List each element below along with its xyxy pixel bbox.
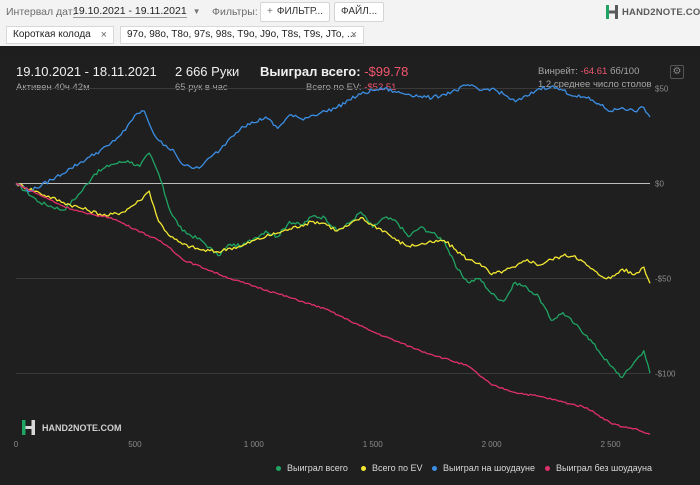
x-axis-ticks: 0 500 1 000 1 500 2 000 2 500 [14, 440, 621, 449]
winrate-value: -64.61 [580, 66, 608, 77]
date-range-value: 19.10.2021 - 19.11.2021 [73, 5, 187, 18]
date-range-label: Интервал дат: [6, 6, 76, 18]
y-tick-label: $50 [655, 85, 669, 94]
y-tick-label: $0 [655, 180, 664, 189]
x-tick-label: 500 [128, 440, 142, 449]
results-panel: 19.10.2021 - 18.11.2021 Активен 40ч 42м … [0, 55, 700, 485]
tab-short-deck[interactable]: Короткая колода × [6, 26, 114, 44]
file-button-label: ФАЙЛ... [341, 6, 378, 17]
series-line-1 [15, 152, 651, 378]
filter-button[interactable]: + ФИЛЬТР... [260, 2, 330, 22]
x-tick-label: 2 500 [601, 440, 622, 449]
toolbar: Интервал дат: 19.10.2021 - 19.11.2021 ▼ Ф… [0, 0, 700, 24]
filter-button-label: ФИЛЬТР... [276, 6, 323, 17]
series-line-3 [15, 84, 651, 193]
winrate-label: Винрейт: [538, 66, 578, 77]
legend-nonshowdown[interactable]: Выиграл без шоудауна [545, 463, 652, 473]
close-icon[interactable]: × [350, 29, 357, 41]
winrate-unit: бб/100 [609, 66, 640, 77]
file-button[interactable]: ФАЙЛ... [334, 2, 385, 22]
series-line-4 [15, 182, 651, 435]
tab-label: 97o, 98o, T8o, 97s, 98s, T9o, J9o, T8s, … [127, 29, 356, 40]
legend-won[interactable]: Выиграл всего [276, 463, 348, 473]
x-tick-label: 0 [14, 440, 19, 449]
winrate: Винрейт: -64.61 бб/100 [538, 66, 639, 77]
brand-name: HAND2NOTE.COM [622, 6, 700, 18]
tab-bar: Короткая колода × 97o, 98o, T8o, 97s, 98… [0, 24, 700, 46]
brand: HAND2NOTE.COM [606, 4, 700, 20]
tab-label: Короткая колода [13, 29, 91, 40]
hand2note-logo-icon [606, 5, 618, 19]
tab-hand-range[interactable]: 97o, 98o, T8o, 97s, 98s, T9o, J9o, T8s, … [120, 26, 364, 44]
legend-swatch [276, 466, 281, 472]
plus-icon: + [267, 6, 273, 17]
legend-swatch [361, 466, 366, 472]
avg-tables: 1.2 среднее число столов [538, 79, 652, 90]
x-tick-label: 1 000 [244, 440, 265, 449]
period-range: 19.10.2021 - 18.11.2021 [16, 64, 157, 79]
chevron-down-icon: ▼ [192, 7, 201, 16]
y-tick-label: -$50 [655, 275, 672, 284]
legend-swatch [432, 466, 437, 472]
x-tick-label: 2 000 [482, 440, 503, 449]
legend-label: Выиграл без шоудауна [556, 463, 652, 473]
close-icon[interactable]: × [100, 29, 107, 41]
legend-swatch [545, 466, 550, 472]
gear-icon[interactable]: ⚙ [670, 65, 684, 79]
date-range-select[interactable]: 19.10.2021 - 19.11.2021 ▼ [73, 5, 201, 18]
legend-label: Выиграл на шоудауне [443, 463, 535, 473]
active-time: Активен 40ч 42м [16, 82, 90, 93]
hand2note-watermark-icon [22, 420, 35, 435]
y-axis-ticks: $50 $0 -$50 -$100 [655, 85, 676, 379]
hands-count: 2 666 Руки [175, 64, 240, 79]
total-won: Выиграл всего: -$99.78 [260, 64, 408, 79]
series-line-2 [15, 183, 651, 284]
watermark-text: HAND2NOTE.COM [42, 423, 122, 433]
chart-watermark: HAND2NOTE.COM [22, 420, 122, 435]
hands-per-hour: 65 рук в час [175, 82, 228, 93]
total-ev-label: Всего по EV: [306, 82, 362, 93]
legend-showdown[interactable]: Выиграл на шоудауне [432, 463, 535, 473]
legend-label: Выиграл всего [287, 463, 348, 473]
legend-label: Всего по EV [372, 463, 423, 473]
total-won-value: -$99.78 [364, 64, 409, 79]
legend-ev[interactable]: Всего по EV [361, 463, 422, 473]
x-tick-label: 1 500 [363, 440, 384, 449]
total-won-label: Выиграл всего: [260, 64, 361, 79]
results-chart: $50$0-$50-$100 0 500 1 000 1 500 2 000 2 500 … [14, 84, 676, 449]
filters-label: Фильтры: [212, 6, 258, 18]
chart-series [15, 84, 651, 435]
y-tick-label: -$100 [655, 370, 676, 379]
chart-grid [16, 88, 650, 374]
